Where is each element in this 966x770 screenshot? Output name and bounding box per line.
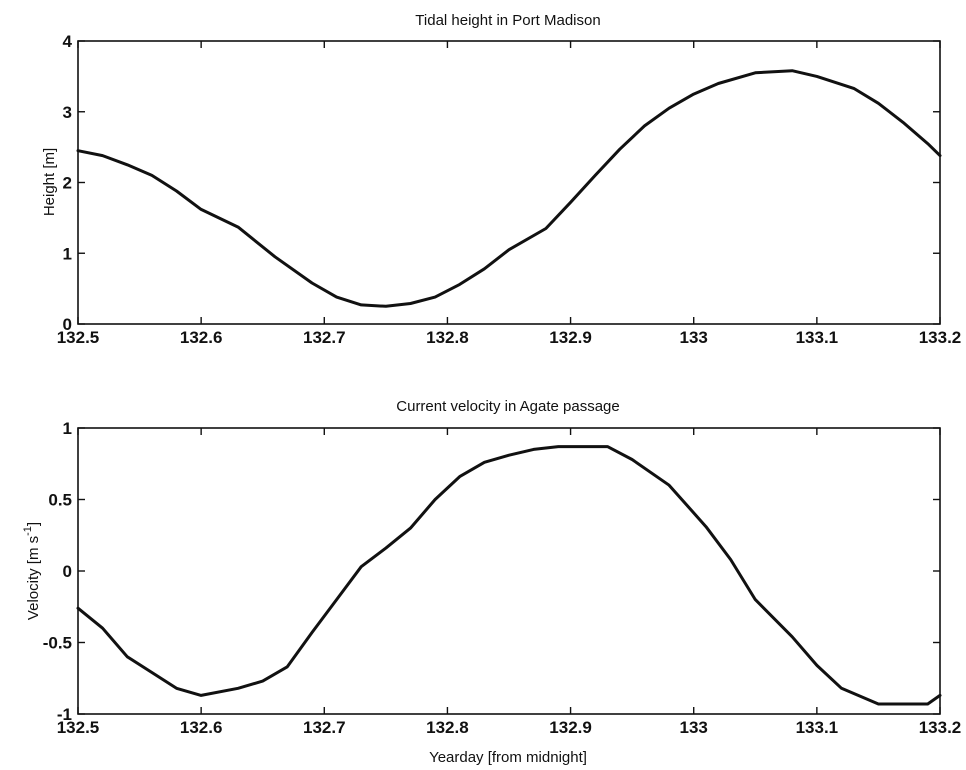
y-tick-labels: -1 -0.5 0 0.5 1 — [43, 419, 72, 724]
x-tick-label: 133 — [680, 328, 708, 347]
x-tick-label: 133.2 — [919, 328, 962, 347]
y-tick-label: 0 — [63, 315, 72, 334]
current-velocity-line — [76, 445, 942, 706]
y-tick-label: 4 — [63, 32, 73, 51]
x-tick-label: 132.8 — [426, 328, 469, 347]
tick-marks — [77, 40, 941, 325]
tidal-height-line — [76, 69, 942, 308]
plot-frame — [77, 40, 941, 325]
plot-frame — [77, 427, 941, 715]
x-tick-label: 132.6 — [180, 718, 223, 737]
current-velocity-panel: Current velocity in Agate passage 132.5 1… — [22, 398, 961, 766]
x-tick-label: 132.7 — [303, 718, 346, 737]
x-tick-labels: 132.5 132.6 132.7 132.8 132.9 133 133.1 133.2 — [57, 328, 962, 347]
x-tick-label: 133 — [680, 718, 708, 737]
x-axis-label: Yearday [from midnight] — [429, 749, 587, 766]
x-tick-label: 132.5 — [57, 718, 100, 737]
x-tick-label: 133.1 — [796, 718, 839, 737]
tick-marks — [77, 427, 941, 715]
x-tick-label: 132.8 — [426, 718, 469, 737]
chart-title: Tidal height in Port Madison — [415, 12, 600, 29]
x-tick-label: 132.9 — [549, 718, 592, 737]
x-tick-labels: 132.5 132.6 132.7 132.8 132.9 133 133.1 133.2 — [57, 718, 962, 737]
y-axis-label: Velocity [m s-1] — [22, 522, 42, 620]
y-tick-label: 0 — [63, 562, 72, 581]
x-tick-label: 132.6 — [180, 328, 223, 347]
x-tick-label: 133.2 — [919, 718, 962, 737]
x-tick-label: 133.1 — [796, 328, 839, 347]
y-tick-label: 1 — [63, 419, 72, 438]
x-tick-label: 132.5 — [57, 328, 100, 347]
y-axis-label: Height [m] — [41, 148, 58, 216]
y-tick-label: -1 — [57, 705, 72, 724]
y-tick-label: 0.5 — [48, 491, 72, 510]
y-tick-label: 3 — [63, 103, 72, 122]
chart-title: Current velocity in Agate passage — [396, 398, 619, 415]
y-tick-label: 2 — [63, 174, 72, 193]
y-tick-label: 1 — [63, 244, 72, 263]
x-tick-label: 132.9 — [549, 328, 592, 347]
y-tick-label: -0.5 — [43, 634, 72, 653]
x-tick-label: 132.7 — [303, 328, 346, 347]
tidal-height-panel: Tidal height in Port Madison 132.5 132.6 1… — [41, 12, 961, 347]
y-tick-labels: 0 1 2 3 4 — [63, 32, 73, 334]
